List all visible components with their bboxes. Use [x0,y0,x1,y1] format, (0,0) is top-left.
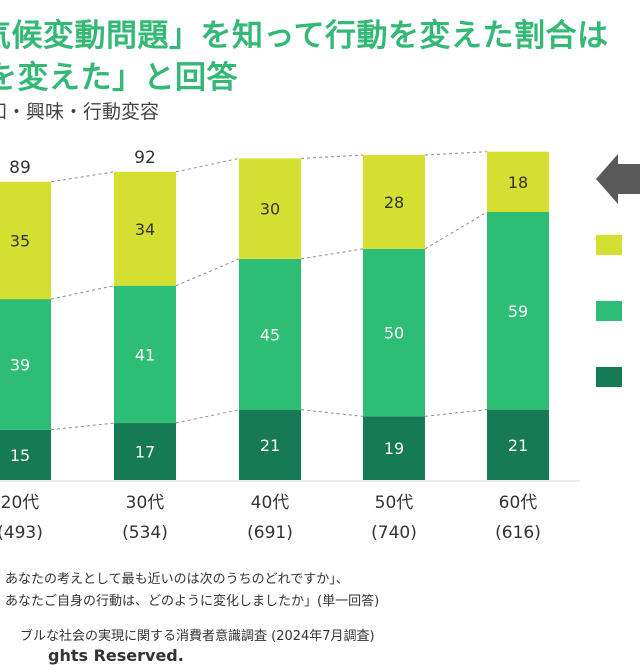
total-label: 97 [383,150,405,151]
connector-line [424,409,488,417]
bar-segment [487,409,549,480]
connector-line [300,248,364,260]
data-label: 28 [384,193,404,212]
connector-lines [50,151,488,431]
legend [596,235,622,387]
data-label: 39 [10,355,30,374]
bar-segment [487,151,549,212]
connector-line [50,171,115,183]
data-label: 45 [260,325,280,344]
bar-segment [0,181,51,300]
data-label: 30 [260,200,280,219]
footnote-line-1: 、あなたの考えとして最も近いのは次のうちのどれですか」、 [0,572,349,587]
category-label: 30代 [126,493,165,513]
category-label: 40代 [251,493,290,513]
data-label: 15 [10,446,30,465]
sample-size-label: (740) [371,523,417,543]
sample-size-label: (534) [122,523,168,543]
data-label: 19 [384,439,404,458]
sample-size-label: (691) [247,523,293,543]
legend-swatch [596,301,622,321]
category-label: 60代 [499,493,538,513]
legend-swatch [596,367,622,387]
labels: 15 39 35 89 20代 (493) 17 41 34 92 30代 (534) 21 45 30 95… [0,150,541,543]
data-label: 59 [508,302,528,321]
connector-line [175,157,240,173]
bar-segment [114,423,176,480]
bars [0,151,549,480]
bar-segment [0,429,51,480]
sample-size-label: (616) [495,523,541,543]
data-label: 21 [508,436,528,455]
bar-segment [0,299,51,430]
bar-segment [363,416,425,480]
stacked-bar-chart: 15 39 35 89 20代 (493) 17 41 34 92 30代 (534) 21 45 30 95… [0,150,640,543]
data-label: 17 [135,443,155,462]
left-arrow-icon [596,154,640,204]
category-label: 20代 [1,493,40,513]
total-label: 92 [134,150,156,168]
chart-title-line-2: を変えた」と回答 [0,60,238,96]
connector-line [300,409,364,417]
bar-segment [363,155,425,249]
bar-segment [114,171,176,286]
connector-line [50,285,115,300]
copyright: ghts Reserved. [48,646,184,665]
total-label: 95 [259,150,281,154]
bar-segment [239,258,301,410]
source-note: ブルな社会の実現に関する消費者意識調査 (2024年7月調査) [20,629,375,644]
data-label: 50 [384,324,404,343]
sample-size-label: (493) [0,523,43,543]
data-label: 41 [135,345,155,364]
bar-segment [487,212,549,410]
connector-line [50,422,115,431]
connector-line [424,151,488,156]
connector-line [175,258,240,287]
chart-subtitle: 知・興味・行動変容 [0,101,160,123]
data-label: 18 [508,173,528,192]
connector-line [424,211,488,250]
bar-segment [363,248,425,417]
chart-title-line-1: 気候変動問題」を知って行動を変えた割合は [0,18,609,54]
connector-line [175,409,240,424]
connector-line [300,154,364,159]
data-label: 21 [260,436,280,455]
footnote-line-2: 、あなたご自身の行動は、どのように変化しましたか」(単一回答) [0,594,380,609]
total-label: 89 [9,158,31,178]
bar-segment [114,285,176,424]
bar-segment [239,409,301,480]
data-label: 35 [10,231,30,250]
category-label: 50代 [375,493,414,513]
bar-segment [239,158,301,259]
data-label: 34 [135,220,155,239]
legend-swatch [596,235,622,255]
